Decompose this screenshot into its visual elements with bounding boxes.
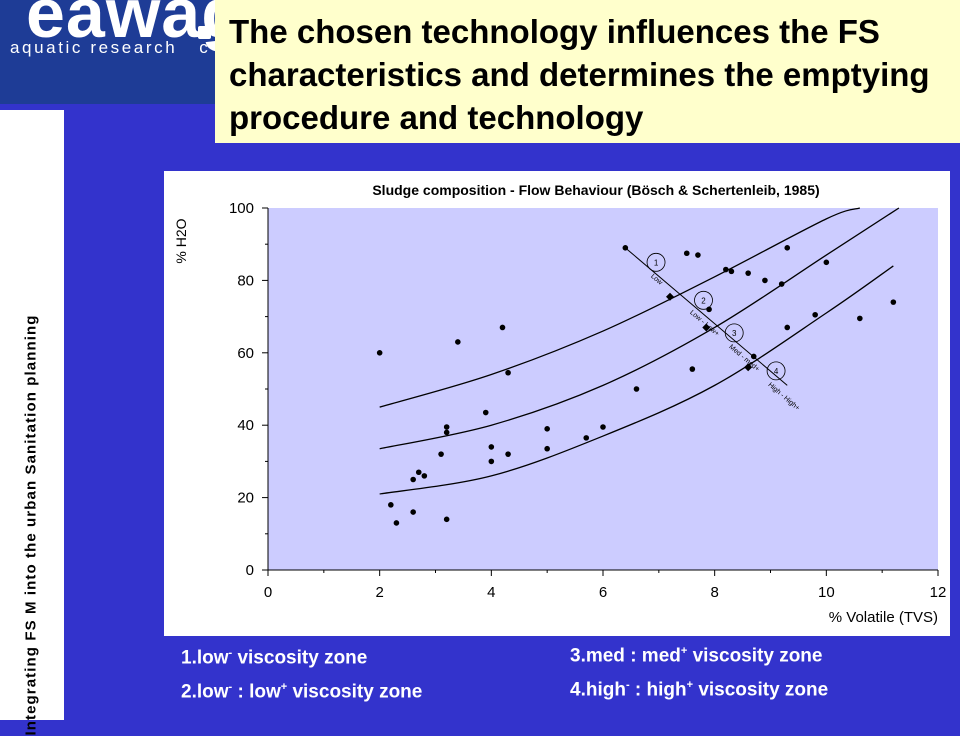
data-point (455, 339, 461, 345)
data-point (583, 435, 590, 441)
logo-wordmark: eawag (26, 0, 215, 52)
y-tick-label: 40 (237, 417, 254, 434)
side-strip: Integrating FS M into the urban Sanitati… (0, 110, 64, 736)
zone-number-label: 2 (701, 296, 706, 305)
y-axis-label: % H2O (173, 218, 189, 263)
chart-title: Sludge composition - Flow Behaviour (Bös… (372, 182, 819, 198)
data-point (443, 516, 450, 523)
data-point (388, 502, 394, 508)
slide-title: The chosen technology influences the FS … (229, 13, 930, 136)
data-point (443, 429, 450, 436)
data-point (410, 509, 416, 515)
data-point (622, 245, 629, 251)
data-point (376, 350, 383, 356)
viscosity-curve (379, 207, 861, 408)
data-point (812, 311, 818, 318)
viscosity-curve (379, 207, 900, 450)
zone-boundary-marker (744, 363, 753, 372)
logo-dot (198, 26, 211, 39)
zone-number-circle (694, 290, 713, 310)
legend-item-3: 3.med : med+ viscosity zone (570, 645, 823, 667)
data-point (750, 353, 757, 360)
data-point (421, 473, 428, 479)
data-point (544, 426, 550, 432)
data-point (784, 324, 791, 331)
viscosity-curve (379, 265, 894, 495)
x-tick-label: 4 (487, 584, 495, 601)
x-tick-label: 2 (375, 584, 383, 601)
x-tick-label: 6 (599, 584, 607, 601)
eawag-logo: eawag aquatic research c (0, 0, 215, 104)
data-point (695, 252, 701, 258)
y-tick-label: 100 (229, 200, 254, 217)
data-point (488, 458, 495, 465)
data-point (488, 444, 495, 450)
data-point (683, 250, 690, 257)
data-point (438, 451, 444, 457)
zone-number-circle (766, 361, 786, 381)
data-point (482, 409, 489, 416)
data-point (415, 469, 422, 476)
x-tick-label: 10 (818, 584, 835, 601)
data-point (544, 445, 550, 452)
zone-number-label: 1 (654, 258, 659, 267)
data-point (689, 366, 696, 372)
data-point (745, 270, 751, 276)
data-point (728, 268, 735, 275)
data-point (393, 520, 400, 526)
side-caption: Integrating FS M into the urban Sanitati… (22, 314, 40, 736)
zone-boundary-marker (666, 292, 674, 301)
data-point (857, 315, 863, 322)
data-point (443, 424, 450, 430)
legend-item-1: 1.low- viscosity zone (181, 647, 368, 669)
plot-area (268, 208, 938, 570)
x-axis-label: % Volatile (TVS) (829, 609, 938, 626)
x-tick-label: 8 (710, 584, 718, 601)
x-tick-label: 0 (264, 584, 272, 601)
data-point (778, 281, 785, 287)
x-tick-label: 12 (930, 584, 947, 601)
data-point (762, 277, 768, 284)
y-tick-label: 20 (237, 490, 254, 507)
viscosity-curves (379, 207, 900, 495)
zone-number-circle (724, 323, 744, 343)
data-point (706, 306, 712, 313)
zone-number-circle (646, 252, 666, 272)
y-tick-label: 80 (237, 272, 254, 289)
flow-behaviour-chart: Sludge composition - Flow Behaviour (Bös… (164, 171, 950, 636)
data-point (505, 369, 511, 376)
data-point (499, 324, 506, 331)
data-point (823, 259, 830, 266)
logo-tagline: aquatic research c (10, 38, 211, 57)
zone-number-label: 4 (774, 367, 779, 376)
data-point (723, 266, 729, 273)
title-banner: The chosen technology influences the FS … (215, 0, 960, 143)
data-point (784, 245, 791, 251)
y-tick-label: 0 (246, 562, 254, 579)
data-point (410, 476, 416, 483)
zone-number-label: 3 (732, 329, 737, 338)
data-point (600, 424, 606, 430)
legend-item-4: 4.high- : high+ viscosity zone (570, 679, 829, 701)
zone-boundary-marker (702, 323, 711, 332)
data-point (505, 451, 511, 457)
legend-item-2: 2.low- : low+ viscosity zone (181, 681, 423, 703)
data-point (890, 299, 897, 305)
data-point (633, 386, 640, 392)
data-points (376, 245, 897, 526)
y-tick-label: 60 (237, 345, 254, 362)
